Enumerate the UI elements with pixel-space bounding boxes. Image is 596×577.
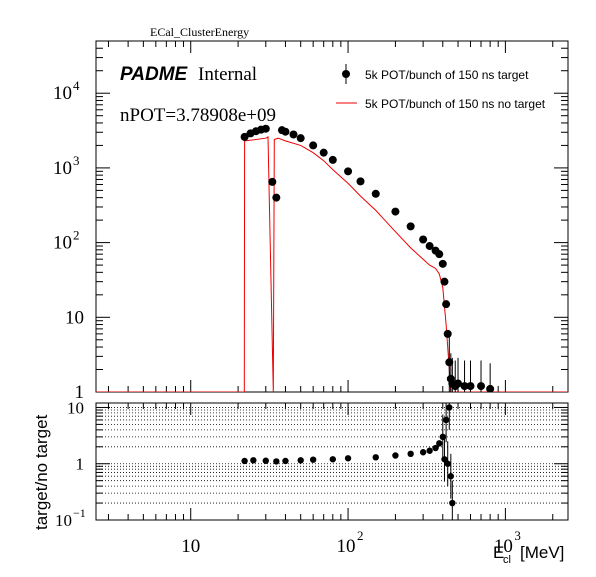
data-point-target (435, 250, 444, 259)
data-point-target (272, 193, 281, 202)
data-point-target (296, 134, 305, 143)
ratio-point (273, 458, 280, 465)
ratio-point (442, 416, 450, 424)
x-tick-label: 10 (494, 536, 513, 557)
ratio-point (250, 457, 257, 464)
data-point-target (440, 277, 449, 286)
y-tick-label-exponent: 4 (73, 78, 80, 93)
status-label: Internal (198, 64, 257, 85)
chart-title: ECal_ClusterEnergy (150, 25, 249, 39)
brand-label: PADME (120, 64, 189, 85)
ratio-point (372, 454, 379, 461)
ratio-point (426, 447, 433, 454)
data-point-target (344, 167, 353, 176)
ratio-point (309, 456, 317, 463)
ratio-point (282, 457, 289, 465)
top-plot-frame (95, 40, 569, 393)
ratio-point (444, 460, 451, 467)
data-point-target (460, 382, 469, 391)
ratio-point (436, 440, 443, 447)
y-tick-label: 1 (76, 455, 85, 474)
data-point-target (328, 155, 337, 164)
series-no-target-line (96, 136, 568, 392)
y-tick-label-exponent: 3 (73, 153, 80, 168)
data-point-target (240, 132, 249, 141)
x-tick-label: 10 (181, 536, 200, 557)
data-point-target (419, 235, 428, 244)
ratio-axis-ticks (96, 403, 568, 521)
data-point-target (391, 207, 400, 216)
ratio-point (449, 499, 456, 507)
y-tick-label: 10 (65, 307, 84, 328)
ratio-point (446, 404, 453, 411)
data-point-target (289, 130, 298, 139)
ratio-point (432, 444, 439, 452)
top-axis-ticks (96, 40, 568, 393)
ratio-point (439, 433, 446, 441)
x-axis-title-sub: cl (503, 554, 511, 566)
data-point-target (438, 259, 447, 268)
ratio-grid (96, 407, 568, 520)
data-point-target (406, 222, 415, 231)
npot-annotation: nPOT=3.78908e+09 (120, 105, 276, 126)
ratio-y-axis-title: target/no target (32, 414, 51, 530)
legend-marker-target (342, 70, 350, 78)
legend-label-no-target: 5k POT/bunch of 150 ns no target (365, 97, 546, 111)
ratio-point (241, 457, 248, 465)
data-point-target (319, 148, 328, 157)
data-point-target (371, 189, 380, 198)
ratio-point (441, 456, 448, 463)
data-point-target (356, 177, 365, 186)
data-point-target (486, 384, 495, 392)
data-point-target (425, 242, 434, 251)
x-tick-label: 10 (337, 536, 356, 557)
y-tick-label: 1 (75, 382, 85, 403)
y-tick-label: 10 (53, 83, 72, 104)
ratio-point (447, 473, 455, 480)
y-tick-label-exponent: −1 (73, 506, 86, 520)
data-point-target (261, 124, 270, 133)
y-tick-label-exponent: 2 (73, 228, 80, 243)
data-point-target (281, 127, 290, 136)
y-tick-label: 10 (67, 398, 84, 417)
data-point-target (443, 329, 452, 338)
legend: 5k POT/bunch of 150 ns target 5k POT/bun… (336, 64, 546, 111)
data-point-target (309, 141, 318, 150)
ratio-point (297, 457, 304, 464)
ratio-point (329, 456, 337, 463)
y-tick-label: 10 (55, 511, 72, 530)
x-axis-title: E cl [MeV] (493, 543, 564, 566)
data-point-target (466, 382, 475, 391)
x-axis-title-main: E (493, 543, 504, 562)
ratio-point (407, 450, 414, 458)
data-point-target (442, 300, 451, 309)
x-tick-label-exponent: 3 (514, 528, 521, 543)
y-tick-label: 10 (53, 158, 72, 179)
x-axis-title-unit: [MeV] (520, 543, 564, 562)
y-tick-label: 10 (53, 233, 72, 254)
data-point-target (477, 382, 486, 391)
ratio-plot-frame (95, 402, 569, 521)
ratio-point (262, 457, 269, 464)
data-point-target (268, 177, 277, 186)
x-tick-label-exponent: 2 (357, 528, 364, 543)
legend-label-target: 5k POT/bunch of 150 ns target (365, 68, 529, 82)
ratio-point (419, 449, 427, 456)
ratio-point (392, 452, 399, 459)
data-point-target (454, 379, 463, 388)
ratio-point (344, 455, 352, 462)
